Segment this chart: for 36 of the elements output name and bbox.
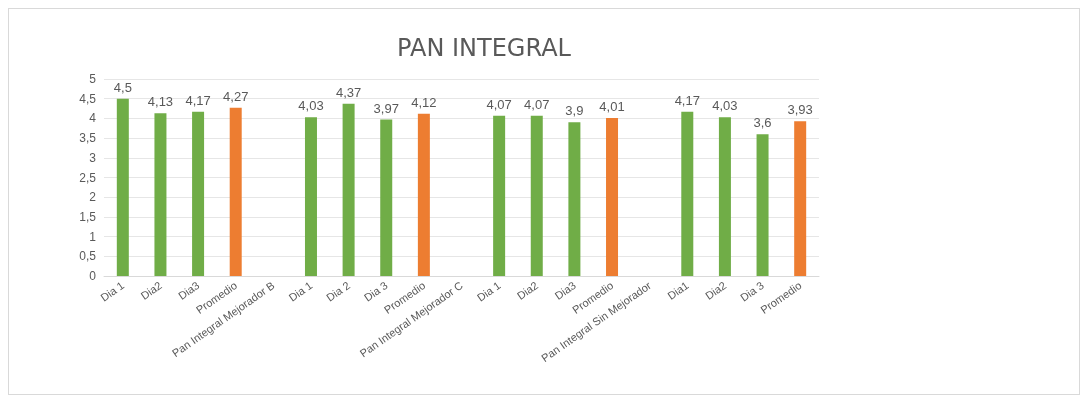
- y-tick-label: 0: [89, 269, 97, 283]
- y-tick-label: 2,5: [79, 170, 97, 185]
- x-tick-label: Dia 1: [98, 279, 127, 304]
- data-label: 4,12: [411, 94, 437, 110]
- data-label: 3,97: [373, 100, 399, 116]
- y-tick-label: 2: [89, 190, 97, 205]
- data-label: 3,9: [565, 103, 584, 119]
- x-tick-label: Dia2: [514, 279, 541, 302]
- data-label: 4,07: [486, 96, 512, 112]
- data-label: 3,93: [787, 102, 813, 118]
- y-tick-label: 4,5: [79, 91, 97, 106]
- data-label: 4,5: [113, 79, 132, 95]
- data-label: 4,17: [185, 92, 211, 108]
- y-tick-label: 4: [89, 111, 97, 126]
- data-label: 4,01: [599, 99, 625, 115]
- y-tick-label: 1,5: [79, 209, 97, 224]
- x-tick-label: Dia2: [138, 279, 164, 302]
- y-tick-label: 3: [89, 150, 97, 165]
- data-label: 4,03: [298, 98, 324, 114]
- x-tick-label: Dia2: [702, 279, 729, 302]
- data-label: 4,07: [524, 96, 550, 112]
- data-label: 4,37: [335, 84, 362, 100]
- x-tick-label: Dia1: [665, 279, 691, 302]
- x-tick-label: Dia 2: [324, 279, 353, 304]
- data-label: 4,13: [147, 94, 174, 110]
- x-tick-label: Dia 1: [474, 279, 503, 304]
- data-label: 4,27: [223, 88, 249, 104]
- y-tick-label: 1: [89, 229, 97, 244]
- x-tick-label: Dia 1: [286, 279, 315, 304]
- data-label: 3,6: [753, 115, 772, 131]
- chart-title: PAN INTEGRAL: [397, 34, 572, 62]
- y-tick-label: 3,5: [79, 131, 97, 146]
- data-label: 4,03: [712, 98, 738, 114]
- y-tick-label: 0,5: [79, 249, 97, 264]
- data-label: 4,17: [674, 92, 700, 108]
- y-tick-label: 5: [89, 72, 97, 86]
